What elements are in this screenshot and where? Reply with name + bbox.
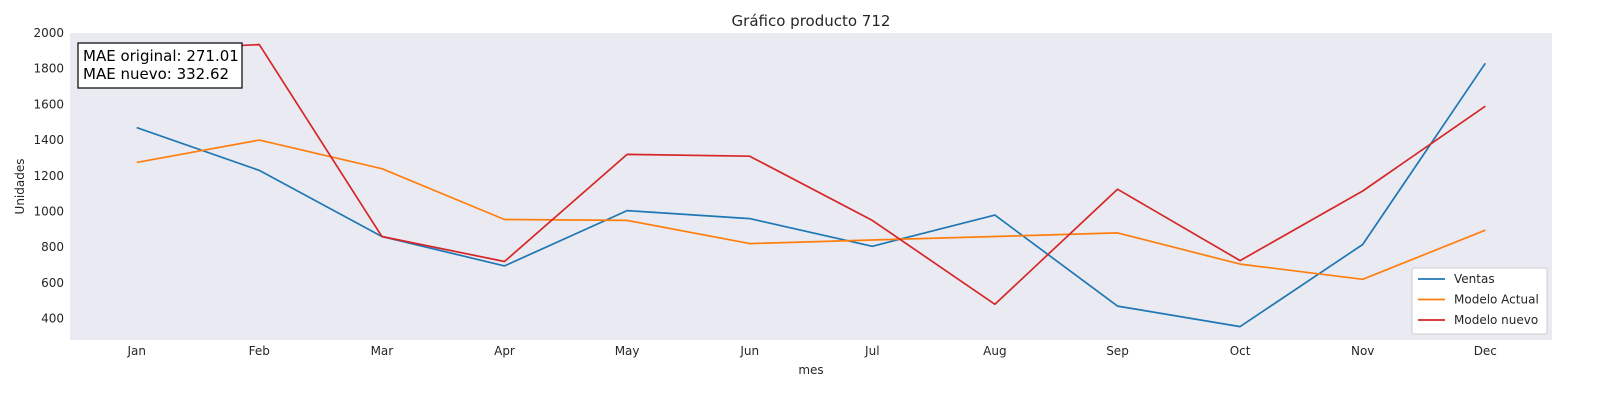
- y-tick-label: 1800: [33, 62, 64, 76]
- legend-label: Modelo Actual: [1454, 293, 1539, 307]
- y-tick-label: 1000: [33, 204, 64, 218]
- y-axis-label: Unidades: [13, 159, 27, 215]
- y-tick-label: 2000: [33, 26, 64, 40]
- x-axis-label: mes: [798, 363, 823, 377]
- x-tick-label: Nov: [1351, 344, 1374, 358]
- y-axis-ticks: 400 600 800 1000 1200 1400 1600 1800 2000: [33, 26, 64, 326]
- series-line-modelo-actual: [136, 139, 1486, 281]
- x-tick-label: Mar: [371, 344, 394, 358]
- chart-title: Gráfico producto 712: [732, 12, 891, 30]
- x-tick-label: Oct: [1230, 344, 1251, 358]
- mae-annotation-box: MAE original: 271.01 MAE nuevo: 332.62: [77, 42, 243, 89]
- x-tick-label: Jul: [864, 344, 879, 358]
- series-line-modelo-nuevo: [136, 43, 1486, 306]
- legend: Ventas Modelo Actual Modelo nuevo: [1411, 267, 1548, 335]
- x-tick-label: Aug: [983, 344, 1006, 358]
- x-axis-ticks: Jan Feb Mar Apr May Jun Jul Aug Sep Oct Nov Dec: [126, 344, 1496, 358]
- x-tick-label: Sep: [1106, 344, 1129, 358]
- y-tick-label: 600: [41, 276, 64, 290]
- x-tick-label: Apr: [494, 344, 515, 358]
- x-tick-label: Feb: [249, 344, 270, 358]
- mae-original-text: MAE original: 271.01: [83, 47, 239, 65]
- series-lines: [136, 43, 1487, 328]
- legend-label: Ventas: [1454, 272, 1495, 286]
- y-tick-label: 1400: [33, 133, 64, 147]
- y-tick-label: 800: [41, 240, 64, 254]
- y-tick-label: 400: [41, 312, 64, 326]
- y-tick-label: 1600: [33, 97, 64, 111]
- series-line-ventas: [136, 62, 1487, 328]
- legend-label: Modelo nuevo: [1454, 313, 1538, 327]
- legend-box: [1411, 267, 1548, 335]
- x-tick-label: Jan: [126, 344, 146, 358]
- x-tick-label: May: [615, 344, 640, 358]
- x-tick-label: Dec: [1474, 344, 1497, 358]
- x-tick-label: Jun: [739, 344, 759, 358]
- plot-area: [70, 33, 1552, 340]
- y-tick-label: 1200: [33, 169, 64, 183]
- mae-nuevo-text: MAE nuevo: 332.62: [83, 65, 229, 83]
